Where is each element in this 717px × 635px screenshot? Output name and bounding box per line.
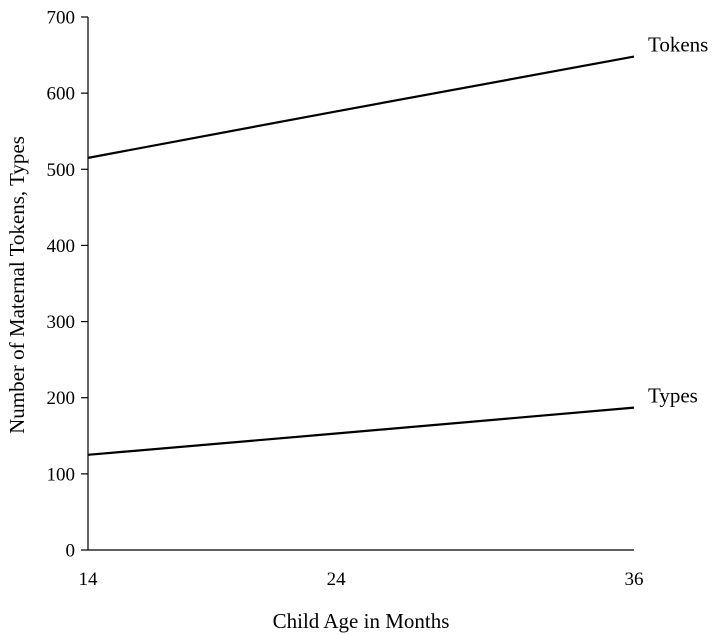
y-tick-label: 300	[47, 312, 76, 333]
y-tick-label: 100	[47, 464, 76, 485]
x-tick-label: 24	[327, 569, 347, 590]
y-tick-label: 700	[47, 8, 76, 29]
x-tick-label: 14	[79, 569, 99, 590]
y-tick-label: 200	[47, 388, 76, 409]
x-axis-ticks: 14 24 36	[79, 569, 644, 590]
y-tick-label: 600	[47, 84, 76, 105]
series-label-types: Types	[648, 384, 698, 408]
y-tick-label: 0	[66, 541, 76, 562]
y-tick-label: 500	[47, 160, 76, 181]
series-label-tokens: Tokens	[648, 33, 708, 57]
series-line-tokens	[87, 55, 635, 159]
y-axis-ticks: 0 100 200 300 400 500 600 700	[47, 8, 88, 562]
x-axis-title: Child Age in Months	[273, 609, 450, 633]
plot-area: 0 100 200 300 400 500 600 700 14 24 36 Tokens Type…	[47, 8, 709, 591]
y-tick-label: 400	[47, 236, 76, 257]
x-tick-label: 36	[625, 569, 644, 590]
series-lines: Tokens Types	[87, 33, 708, 456]
series-line-types	[87, 406, 635, 456]
y-axis-title: Number of Maternal Tokens, Types	[5, 136, 29, 434]
